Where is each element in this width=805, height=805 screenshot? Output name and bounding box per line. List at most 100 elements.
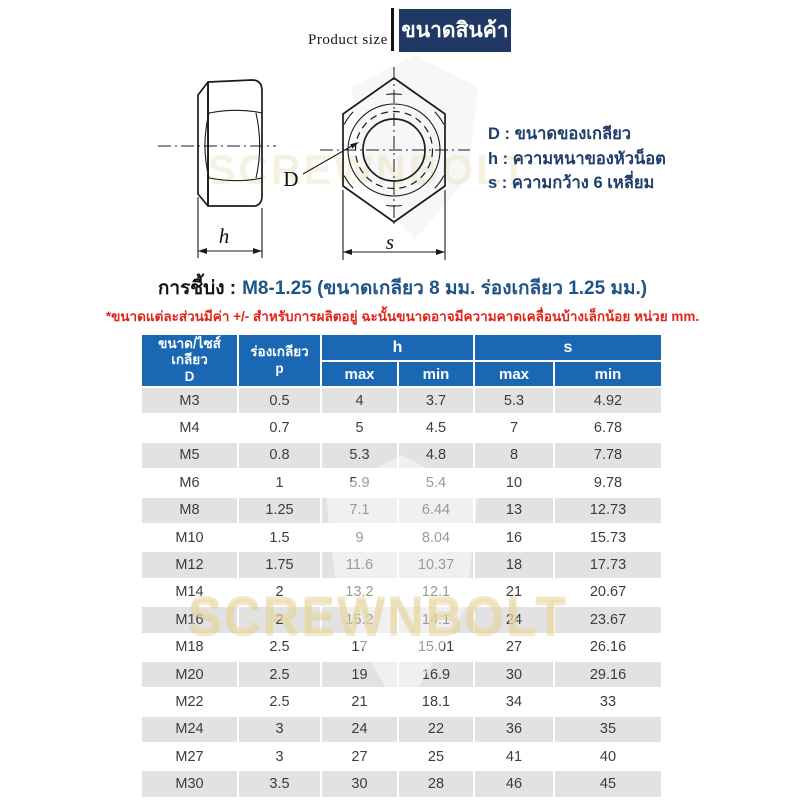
column-group-s: s <box>473 333 663 362</box>
cell-value: 28 <box>397 769 475 799</box>
legend-line-s: s : ความกว้าง 6 เหลี่ยม <box>488 174 655 192</box>
cell-value: 34 <box>473 687 555 717</box>
cell-value: 6.44 <box>397 495 475 525</box>
cell-value: 15.01 <box>397 632 475 662</box>
dimension-arrow <box>253 248 262 254</box>
cell-value: 24 <box>473 605 555 635</box>
cell-value: 19 <box>320 659 399 690</box>
cell-empty <box>553 796 663 805</box>
dimension-arrow <box>198 248 207 254</box>
front-view-drawing: s D <box>283 67 470 260</box>
column-header-size: ขนาด/ไซส์ เกลียว D <box>140 333 239 388</box>
cell-size: M12 <box>140 550 239 580</box>
table-row: M6 1 5.9 5.4 10 9.78 <box>140 468 663 498</box>
cell-size: M8 <box>140 495 239 525</box>
column-header-s-max: max <box>473 360 555 388</box>
cell-value: 0.7 <box>237 413 322 443</box>
side-view-body <box>207 79 263 207</box>
cell-value: 46 <box>473 769 555 799</box>
cell-value: 8 <box>473 440 555 471</box>
cell-value: 20.67 <box>553 577 663 608</box>
cell-value: 4.5 <box>397 413 475 443</box>
dimension-arrow <box>343 249 352 255</box>
cell-value: 18.1 <box>397 687 475 717</box>
cell-size: M10 <box>140 522 239 553</box>
cell-value: 2 <box>237 577 322 608</box>
side-view-drawing: h <box>158 79 276 258</box>
column-header-pitch: ร่องเกลียว p <box>237 333 322 388</box>
cell-value: 5.3 <box>320 440 399 471</box>
cell-value: 13 <box>473 495 555 525</box>
cell-empty <box>237 796 322 805</box>
cell-value: 10.37 <box>397 550 475 580</box>
cell-value: 5.4 <box>397 468 475 498</box>
table-row: M12 1.75 11.6 10.37 18 17.73 <box>140 550 663 580</box>
cell-value: 7.78 <box>553 440 663 471</box>
title-box: ขนาดสินค้า <box>399 9 511 52</box>
cell-value: 1 <box>237 468 322 498</box>
cell-empty <box>473 796 555 805</box>
cell-value: 40 <box>553 742 663 772</box>
usage-value: M8-1.25 (ขนาดเกลียว 8 มม. ร่องเกลียว 1.2… <box>242 278 648 299</box>
cell-value: 17 <box>320 632 399 662</box>
column-header-h-max: max <box>320 360 399 388</box>
cell-value: 6.78 <box>553 413 663 443</box>
table-row: M18 2.5 17 15.01 27 26.16 <box>140 632 663 662</box>
cell-value: 2.5 <box>237 659 322 690</box>
table-row: M24 3 24 22 36 35 <box>140 714 663 745</box>
cell-value: 2.5 <box>237 687 322 717</box>
cell-value: 4.92 <box>553 385 663 416</box>
table-row: M8 1.25 7.1 6.44 13 12.73 <box>140 495 663 525</box>
column-group-h: h <box>320 333 475 362</box>
cell-value: 2 <box>237 605 322 635</box>
spec-table-body: M3 0.5 4 3.7 5.3 4.92 M4 0.7 5 4.5 7 6.78 M5 0.8 5.3 4.… <box>140 385 663 805</box>
table-row: M27 3 27 25 41 40 <box>140 742 663 772</box>
cell-size: M5 <box>140 440 239 471</box>
cell-empty <box>140 796 239 805</box>
thread-circle <box>354 110 434 190</box>
hexagon-outline <box>342 77 446 223</box>
cell-size: M16 <box>140 605 239 635</box>
cell-value: 3 <box>237 714 322 745</box>
table-row: M14 2 13.2 12.1 21 20.67 <box>140 577 663 608</box>
cell-value: 0.5 <box>237 385 322 416</box>
cell-value: 30 <box>473 659 555 690</box>
cell-value: 15.73 <box>553 522 663 553</box>
cell-size: M22 <box>140 687 239 717</box>
table-row: M4 0.7 5 4.5 7 6.78 <box>140 413 663 443</box>
cell-value: 45 <box>553 769 663 799</box>
leader-arrow <box>350 142 359 149</box>
cell-size: M30 <box>140 769 239 799</box>
cell-value: 5.9 <box>320 468 399 498</box>
spec-table: ขนาด/ไซส์ เกลียว D ร่องเกลียว p h s max … <box>140 333 663 805</box>
table-row-partial <box>140 796 663 805</box>
table-row: M16 2 15.2 14.1 24 23.67 <box>140 605 663 635</box>
cell-size: M3 <box>140 385 239 416</box>
bore-circle <box>362 118 426 182</box>
cell-value: 2.5 <box>237 632 322 662</box>
cell-value: 3.7 <box>397 385 475 416</box>
cell-value: 5 <box>320 413 399 443</box>
usage-title: การชี้บ่ง : M8-1.25 (ขนาดเกลียว 8 มม. ร่อ… <box>0 273 805 303</box>
cell-value: 29.16 <box>553 659 663 690</box>
cell-value: 12.1 <box>397 577 475 608</box>
table-row: M3 0.5 4 3.7 5.3 4.92 <box>140 385 663 416</box>
cell-value: 7.1 <box>320 495 399 525</box>
spec-table-header: ขนาด/ไซส์ เกลียว D ร่องเกลียว p h s max … <box>140 333 663 388</box>
cell-value: 23.67 <box>553 605 663 635</box>
cell-value: 35 <box>553 714 663 745</box>
dimension-legend: D : ขนาดของเกลียว h : ความหนาของหัวน็อต … <box>488 122 666 196</box>
s-dimension-label: s <box>386 230 394 254</box>
cell-value: 9 <box>320 522 399 553</box>
cell-size: M18 <box>140 632 239 662</box>
cell-empty <box>320 796 399 805</box>
nut-technical-drawing: h s D <box>158 67 470 260</box>
cell-value: 3 <box>237 742 322 772</box>
cell-value: 11.6 <box>320 550 399 580</box>
cell-value: 27 <box>473 632 555 662</box>
header-divider <box>391 8 394 51</box>
cell-value: 12.73 <box>553 495 663 525</box>
cell-value: 8.04 <box>397 522 475 553</box>
chamfer-circle <box>347 103 441 197</box>
